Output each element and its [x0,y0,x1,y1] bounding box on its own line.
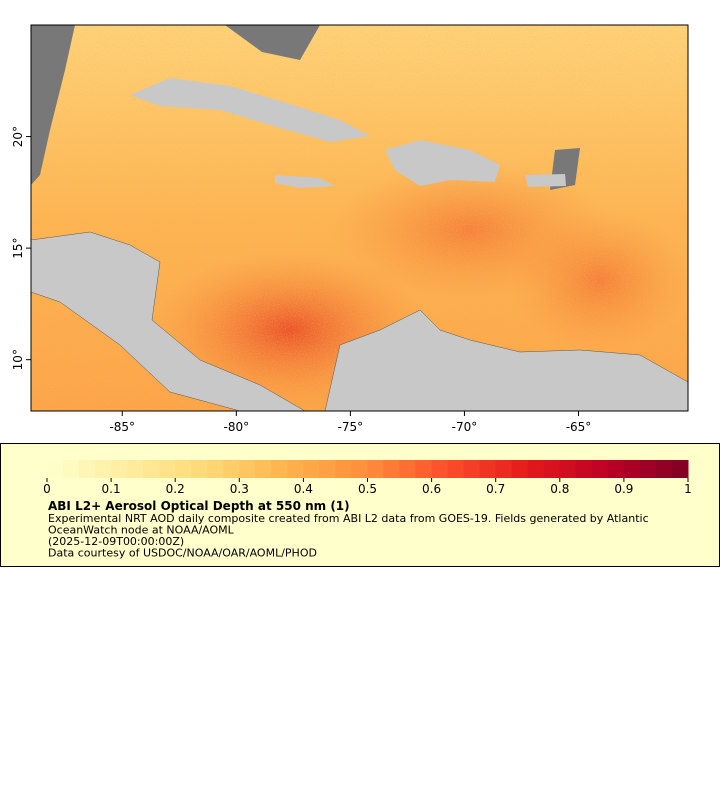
colorbar-step [239,460,256,478]
x-tick-label: -75° [338,420,364,434]
colorbar-step [351,460,368,478]
colorbar-tick-label: 0.9 [614,482,633,496]
y-tick-label: 10° [11,349,25,370]
colorbar-step [559,460,577,478]
colorbar-step [607,460,625,478]
colorbar-tick-label: 0.5 [358,482,377,496]
colorbar-step [63,460,80,478]
colorbar-step [431,460,449,478]
colorbar-step [47,460,64,478]
colorbar-step [463,460,481,478]
cuba [130,78,370,142]
legend-text: Data courtesy of USDOC/NOAA/OAR/AOML/PHO… [48,547,317,560]
colorbar-step [591,460,609,478]
legend-text: (2025-12-09T00:00:00Z) [48,535,184,548]
colorbar-step [511,460,529,478]
colorbar-step [623,460,641,478]
colorbar-step [447,460,465,478]
x-tick-label: -85° [109,420,135,434]
colorbar-step [639,460,657,478]
x-tick-label: -65° [566,420,592,434]
colorbar-tick-label: 0.1 [102,482,121,496]
y-tick-label: 20° [11,126,25,147]
colorbar-step [383,460,401,478]
colorbar-tick-label: 0.6 [422,482,441,496]
south-america [324,309,688,411]
central-america [31,231,306,411]
colorbar-step [303,460,320,478]
jamaica [275,175,335,188]
colorbar-step [479,460,497,478]
map [31,25,688,411]
colorbar-step [399,460,417,478]
colorbar-step [207,460,224,478]
legend-title: ABI L2+ Aerosol Optical Depth at 550 nm … [48,499,350,513]
colorbar-step [175,460,192,478]
colorbar-tick-label: 0.4 [294,482,313,496]
colorbar-step [495,460,513,478]
hispaniola [385,140,500,186]
x-tick-label: -70° [452,420,478,434]
colorbar-step [223,460,240,478]
x-tick-label: -80° [224,420,250,434]
colorbar-tick-label: 0.7 [486,482,505,496]
colorbar-step [575,460,593,478]
colorbar-step [111,460,128,478]
y-tick-label: 15° [11,237,25,258]
colorbar-step [527,460,545,478]
colorbar-step [127,460,144,478]
colorbar-step [143,460,160,478]
colorbar-step [367,460,385,478]
colorbar-tick-label: 0.2 [166,482,185,496]
colorbar-step [191,460,208,478]
map-frame [30,24,689,412]
colorbar-step [671,460,689,478]
colorbar-step [319,460,336,478]
colorbar-step [271,460,288,478]
no-data [31,25,75,185]
colorbar-step [415,460,433,478]
colorbar-step [159,460,176,478]
colorbar-tick-label: 0.3 [230,482,249,496]
colorbar-tick-label: 0.8 [550,482,569,496]
legend-text: Experimental NRT AOD daily composite cre… [48,512,649,525]
colorbar-tick-label: 1 [684,482,692,496]
no-data [225,25,320,60]
puerto-rico [525,174,566,187]
colorbar-step [655,460,673,478]
colorbar-step [95,460,112,478]
colorbar-step [255,460,272,478]
colorbar-step [543,460,561,478]
colorbar-step [335,460,352,478]
colorbar-tick-label: 0 [43,482,51,496]
legend-text: OceanWatch node at NOAA/AOML [48,524,235,537]
colorbar-step [287,460,304,478]
colorbar-step [79,460,96,478]
